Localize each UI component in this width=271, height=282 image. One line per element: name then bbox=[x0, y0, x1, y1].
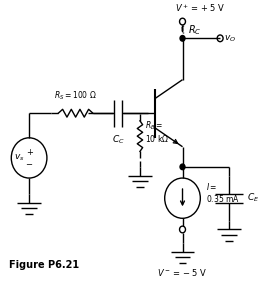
Circle shape bbox=[180, 164, 185, 170]
Text: $v_O$: $v_O$ bbox=[224, 33, 236, 44]
Text: $R_C$: $R_C$ bbox=[188, 23, 202, 37]
Text: $C_C$: $C_C$ bbox=[112, 133, 125, 146]
Text: $V^+ = +5$ V: $V^+ = +5$ V bbox=[175, 2, 225, 14]
Text: $v_s$: $v_s$ bbox=[14, 153, 24, 163]
Text: $R_S = 100\ \Omega$: $R_S = 100\ \Omega$ bbox=[54, 90, 97, 102]
Text: $R_B =$
$10$ k$\Omega$: $R_B =$ $10$ k$\Omega$ bbox=[145, 119, 169, 144]
Text: $I =$
$0.35$ mA: $I =$ $0.35$ mA bbox=[206, 181, 240, 204]
Circle shape bbox=[180, 36, 185, 41]
Text: −: − bbox=[25, 160, 33, 169]
Text: $V^- = -5$ V: $V^- = -5$ V bbox=[157, 268, 208, 279]
Text: +: + bbox=[26, 148, 33, 157]
Text: Figure P6.21: Figure P6.21 bbox=[9, 260, 79, 270]
Text: $C_E$: $C_E$ bbox=[247, 192, 259, 204]
